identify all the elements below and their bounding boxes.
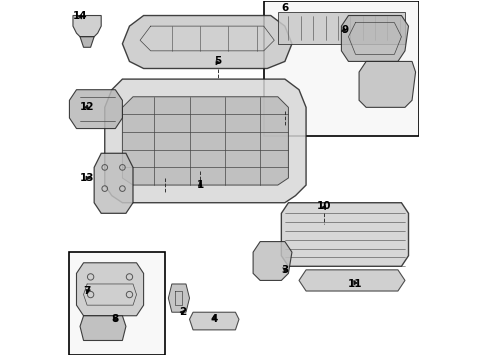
- Polygon shape: [94, 153, 133, 213]
- Polygon shape: [122, 16, 291, 68]
- Text: 7: 7: [83, 286, 91, 296]
- Polygon shape: [168, 284, 189, 312]
- Polygon shape: [299, 270, 404, 291]
- Bar: [263, 1, 418, 136]
- Text: 8: 8: [111, 314, 119, 324]
- Polygon shape: [189, 312, 239, 330]
- Polygon shape: [80, 316, 126, 340]
- Polygon shape: [341, 16, 408, 62]
- Polygon shape: [76, 263, 143, 316]
- Polygon shape: [253, 242, 291, 281]
- Text: 13: 13: [80, 173, 94, 183]
- Polygon shape: [277, 12, 404, 44]
- Polygon shape: [69, 90, 122, 129]
- Polygon shape: [122, 97, 288, 185]
- Polygon shape: [281, 203, 408, 266]
- Text: 3: 3: [281, 265, 288, 275]
- Text: 10: 10: [316, 201, 330, 211]
- Text: 11: 11: [348, 279, 362, 289]
- Polygon shape: [80, 37, 94, 47]
- Text: 2: 2: [179, 307, 186, 317]
- Polygon shape: [105, 79, 305, 203]
- Text: 1: 1: [196, 180, 203, 190]
- Text: 12: 12: [80, 103, 94, 112]
- Polygon shape: [358, 62, 415, 108]
- Text: 9: 9: [341, 25, 348, 35]
- Polygon shape: [73, 16, 101, 37]
- Text: 14: 14: [73, 11, 87, 21]
- Bar: [69, 252, 165, 355]
- Text: 4: 4: [210, 314, 217, 324]
- Text: 5: 5: [214, 57, 221, 67]
- Text: 6: 6: [281, 4, 288, 14]
